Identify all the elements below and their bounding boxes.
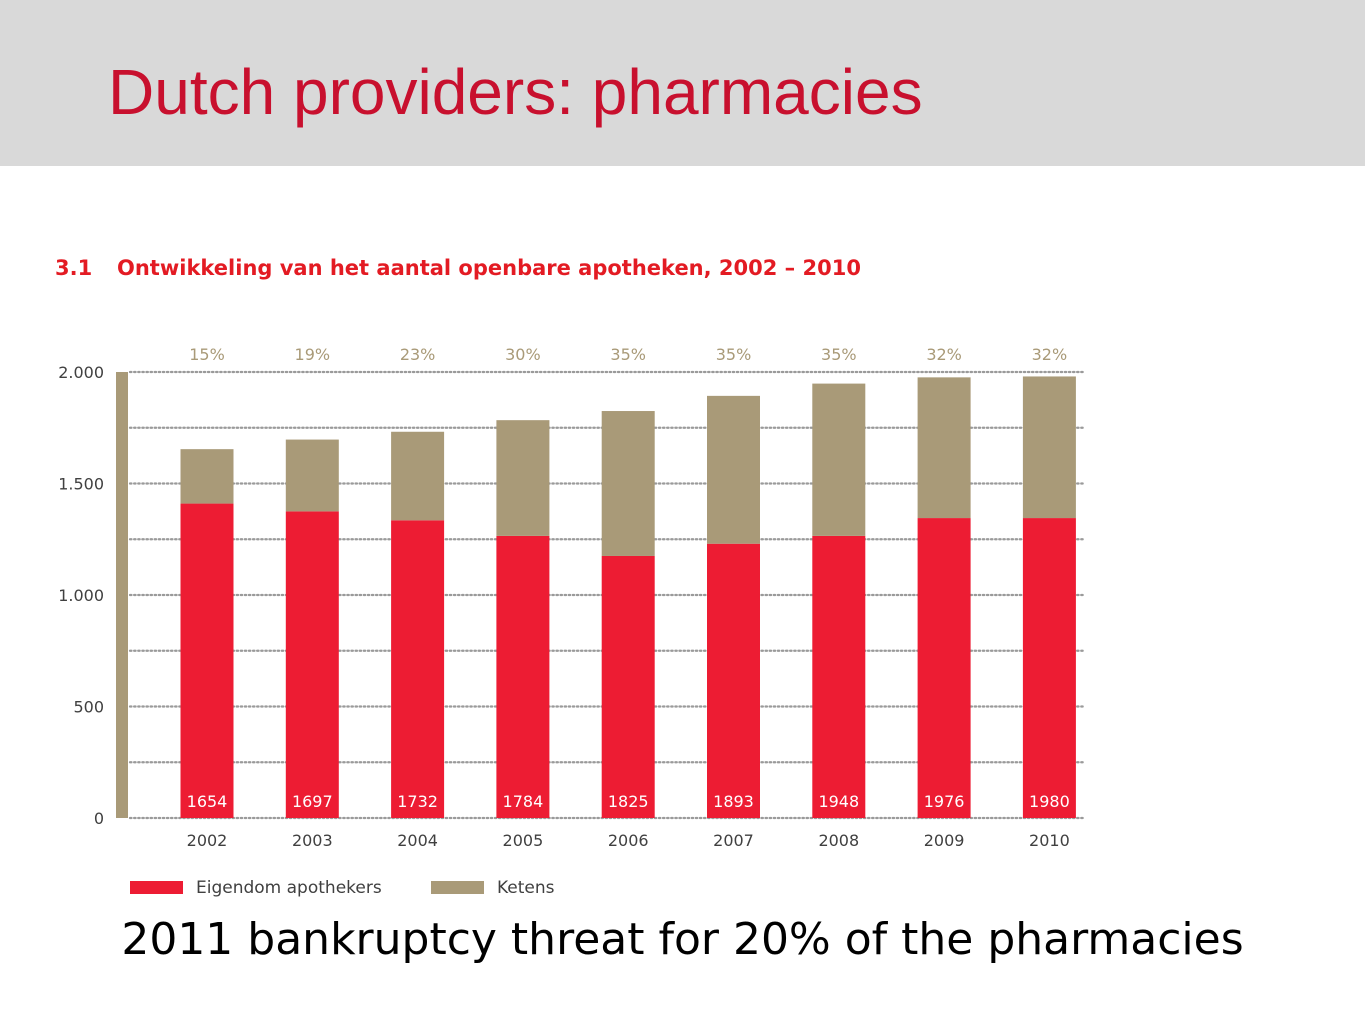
bar-chains xyxy=(180,449,234,504)
legend-label-chains: Ketens xyxy=(497,878,555,898)
x-tick-label: 2004 xyxy=(397,831,438,850)
bar-chains xyxy=(601,411,655,556)
chain-share-label: 35% xyxy=(716,345,752,364)
bars xyxy=(180,376,1076,818)
bar-chains xyxy=(917,377,971,519)
chart-number: 3.1 xyxy=(55,256,93,280)
y-axis-bar xyxy=(116,372,128,818)
x-tick-label: 2003 xyxy=(292,831,333,850)
bar-owned xyxy=(496,535,550,818)
bar-total-label: 1732 xyxy=(397,792,438,811)
x-tick-label: 2009 xyxy=(924,831,965,850)
chain-share-label: 19% xyxy=(295,345,331,364)
legend-swatch-owned xyxy=(130,881,183,894)
bar-total-label: 1784 xyxy=(503,792,544,811)
x-tick-label: 2010 xyxy=(1029,831,1070,850)
bar-owned xyxy=(391,520,445,818)
bar-chains xyxy=(1022,376,1076,519)
bar-total-label: 1697 xyxy=(292,792,333,811)
bar-total-label: 1893 xyxy=(713,792,754,811)
slide-footnote: 2011 bankruptcy threat for 20% of the ph… xyxy=(121,914,1244,965)
bar-owned xyxy=(601,555,655,818)
legend-label-owned: Eigendom apothekers xyxy=(196,878,382,898)
y-tick-label: 500 xyxy=(73,698,104,717)
bar-owned xyxy=(707,543,760,818)
bar-total-label: 1948 xyxy=(818,792,859,811)
labels: 1654 15% 2002 1697 19% 2003 1732 23% 2004 1784 30%… xyxy=(187,345,1070,850)
slide-title: Dutch providers: pharmacies xyxy=(108,56,923,128)
chain-share-label: 35% xyxy=(610,345,646,364)
bar-chains xyxy=(391,431,445,521)
y-tick-label: 2.000 xyxy=(58,363,104,382)
bar-chains xyxy=(285,439,339,512)
chain-share-label: 15% xyxy=(189,345,225,364)
x-tick-label: 2007 xyxy=(713,831,754,850)
x-tick-label: 2002 xyxy=(187,831,228,850)
bar-total-label: 1980 xyxy=(1029,792,1070,811)
bar-owned xyxy=(1022,518,1076,818)
chain-share-label: 32% xyxy=(926,345,962,364)
x-tick-label: 2005 xyxy=(503,831,544,850)
chain-share-label: 32% xyxy=(1032,345,1068,364)
y-tick-label: 1.500 xyxy=(58,475,104,494)
bar-owned xyxy=(917,518,971,818)
bar-owned xyxy=(812,535,866,818)
y-axis: 0 500 1.000 1.500 2.000 xyxy=(58,363,128,828)
bar-chains xyxy=(812,383,866,536)
bar-total-label: 1654 xyxy=(187,792,228,811)
y-tick-label: 1.000 xyxy=(58,586,104,605)
bar-chains xyxy=(496,420,550,536)
chain-share-label: 35% xyxy=(821,345,857,364)
bar-owned xyxy=(285,511,339,818)
chart-title: Ontwikkeling van het aantal openbare apo… xyxy=(117,256,861,280)
bar-chains xyxy=(707,395,760,544)
header-band xyxy=(0,0,1365,166)
chain-share-label: 23% xyxy=(400,345,436,364)
chain-share-label: 30% xyxy=(505,345,541,364)
y-tick-label: 0 xyxy=(94,809,104,828)
x-tick-label: 2006 xyxy=(608,831,649,850)
bar-total-label: 1825 xyxy=(608,792,649,811)
legend-swatch-chains xyxy=(431,881,484,894)
x-tick-label: 2008 xyxy=(818,831,859,850)
bar-owned xyxy=(180,503,234,818)
chart-heading: 3.1 Ontwikkeling van het aantal openbare … xyxy=(55,256,861,280)
bar-total-label: 1976 xyxy=(924,792,965,811)
